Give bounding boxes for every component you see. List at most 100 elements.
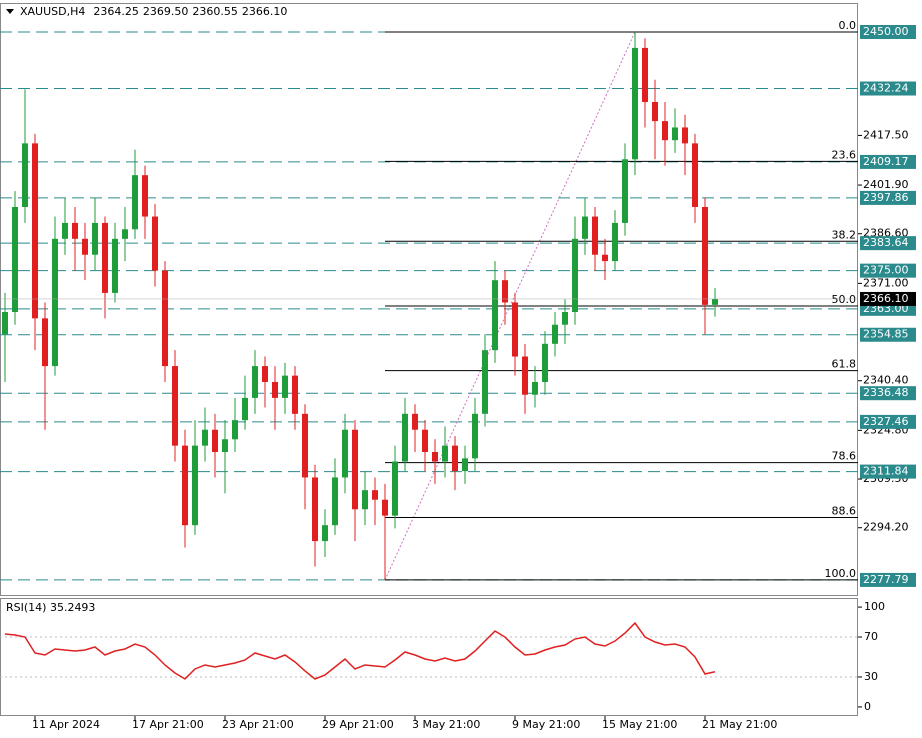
level-label: 2336.48 (863, 386, 909, 399)
candle-body (312, 477, 318, 542)
level-label: 2409.17 (863, 155, 909, 168)
candle-body (272, 381, 278, 398)
y-tick-label: 2294.20 (863, 521, 909, 534)
candle-body (482, 350, 488, 414)
candle-body (22, 143, 28, 208)
x-tick-label: 21 May 21:00 (702, 718, 777, 731)
candle-body (682, 127, 688, 144)
level-label: 2397.86 (863, 191, 909, 204)
candle-body (262, 366, 268, 382)
header: XAUUSD,H4 2364.25 2369.50 2360.55 2366.10 (20, 5, 287, 18)
candle-body (52, 238, 58, 367)
candle-body (112, 238, 118, 293)
fib-label: 78.6 (832, 450, 857, 463)
candle-body (172, 366, 178, 446)
y-tick-label: 2371.00 (863, 276, 909, 289)
ohlc: 2366.10 (242, 5, 288, 18)
candle-body (522, 356, 528, 395)
x-tick-label: 17 Apr 21:00 (132, 718, 204, 731)
candle-body (362, 490, 368, 510)
x-tick-label: 29 Apr 21:00 (322, 718, 394, 731)
candle-body (352, 429, 358, 510)
level-label: 2375.00 (863, 264, 909, 277)
candle-body (592, 216, 598, 255)
candle-body (672, 127, 678, 141)
candle-body (152, 216, 158, 271)
candle-body (612, 222, 618, 262)
x-tick-label: 9 May 21:00 (512, 718, 580, 731)
candle-body (712, 298, 718, 305)
candle-body (342, 429, 348, 478)
ohlc: 2369.50 (143, 5, 189, 18)
candle-body (472, 413, 478, 459)
current-price-box (860, 291, 916, 306)
candle-body (532, 381, 538, 395)
x-tick-label: 11 Apr 2024 (32, 718, 100, 731)
candle-body (462, 458, 468, 472)
candle-body (72, 222, 78, 239)
fib-label: 0.0 (839, 19, 857, 32)
level-box (860, 236, 916, 251)
candle-body (552, 324, 558, 344)
level-box (860, 190, 916, 205)
fib-label: 38.2 (832, 228, 857, 241)
level-label: 2277.79 (863, 573, 909, 586)
candle-body (432, 451, 438, 462)
candle-body (382, 499, 388, 516)
rsi-tick-label: 30 (864, 670, 878, 683)
rsi-tick-label: 70 (864, 630, 878, 643)
candle-body (142, 175, 148, 217)
candle-body (102, 222, 108, 293)
candle-body (202, 429, 208, 446)
level-box (860, 263, 916, 278)
fib-label: 61.8 (832, 358, 857, 371)
current-price-label: 2366.10 (863, 292, 909, 305)
level-box (860, 25, 916, 40)
candle-body (652, 102, 658, 122)
level-label: 2354.85 (863, 328, 909, 341)
candle-body (562, 311, 568, 325)
candle-body (642, 47, 648, 103)
level-box (860, 414, 916, 429)
candle-body (12, 207, 18, 312)
x-tick-label: 3 May 21:00 (412, 718, 480, 731)
candle-body (452, 445, 458, 472)
level-label: 2383.64 (863, 236, 909, 249)
fib-label: 100.0 (825, 567, 857, 580)
candle-body (502, 280, 508, 303)
x-tick-label: 15 May 21:00 (602, 718, 677, 731)
rsi-title: RSI(14) 35.2493 (6, 601, 95, 614)
candle-body (182, 445, 188, 526)
candle-body (512, 302, 518, 357)
candle-body (702, 207, 708, 305)
candle-body (602, 254, 608, 262)
level-box (860, 386, 916, 401)
y-tick-label: 2340.40 (863, 374, 909, 387)
menu-arrow[interactable] (6, 9, 14, 14)
candle-body (302, 413, 308, 478)
candle-body (622, 159, 628, 223)
rsi-tick-label: 100 (864, 600, 885, 613)
level-box (860, 572, 916, 587)
symbol: XAUUSD,H4 (20, 5, 85, 18)
candle-body (282, 375, 288, 398)
level-label: 2450.00 (863, 25, 909, 38)
level-label: 2311.84 (863, 465, 909, 478)
candle-body (632, 47, 638, 160)
candle-body (662, 121, 668, 141)
candle-body (252, 366, 258, 398)
ohlc: 2364.25 (93, 5, 139, 18)
candle-body (82, 238, 88, 255)
candle-body (212, 429, 218, 452)
candle-body (2, 311, 8, 335)
candle-body (332, 477, 338, 526)
candle-body (132, 175, 138, 230)
fib-label: 88.6 (832, 504, 857, 517)
candle-body (412, 413, 418, 430)
rsi-tick-label: 0 (864, 700, 871, 713)
candle-body (372, 490, 378, 500)
candle-body (42, 318, 48, 367)
candle-body (572, 238, 578, 312)
level-label: 2432.24 (863, 82, 909, 95)
